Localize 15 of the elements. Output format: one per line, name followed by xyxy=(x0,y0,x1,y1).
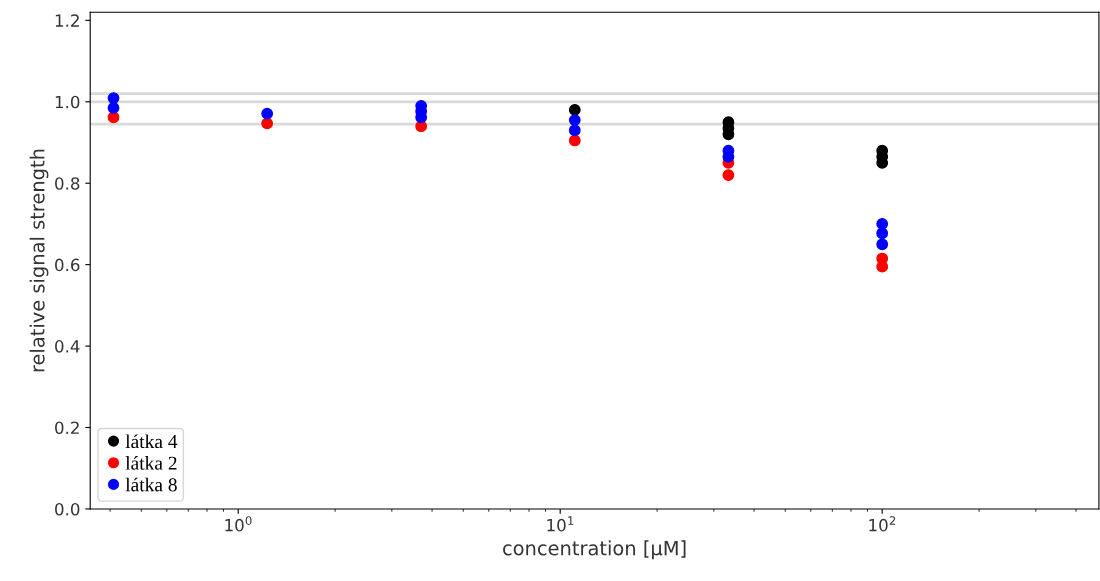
y-tick-label: 0.8 xyxy=(55,177,80,190)
legend-label: látka 8 xyxy=(125,477,177,492)
y-tick-label: 0.4 xyxy=(55,340,80,353)
y-tick-label: 0.0 xyxy=(55,502,80,516)
x-tick-label: 10$^{0}$ xyxy=(225,516,252,532)
x-tick-label: 10$^{1}$ xyxy=(547,516,574,532)
y-tick-label: 0.2 xyxy=(55,421,79,435)
y-tick-label: 1.0 xyxy=(55,95,80,109)
y-axis-title: relative signal strength xyxy=(29,149,49,372)
y-tick-label: 1.2 xyxy=(55,14,79,27)
y-tick-label: 0.6 xyxy=(55,258,80,272)
x-axis-title: concentration [μM] xyxy=(503,540,686,560)
legend-label: látka 2 xyxy=(125,456,177,470)
x-tick-label: 10$^{2}$ xyxy=(869,516,896,532)
legend-label: látka 4 xyxy=(125,434,178,449)
